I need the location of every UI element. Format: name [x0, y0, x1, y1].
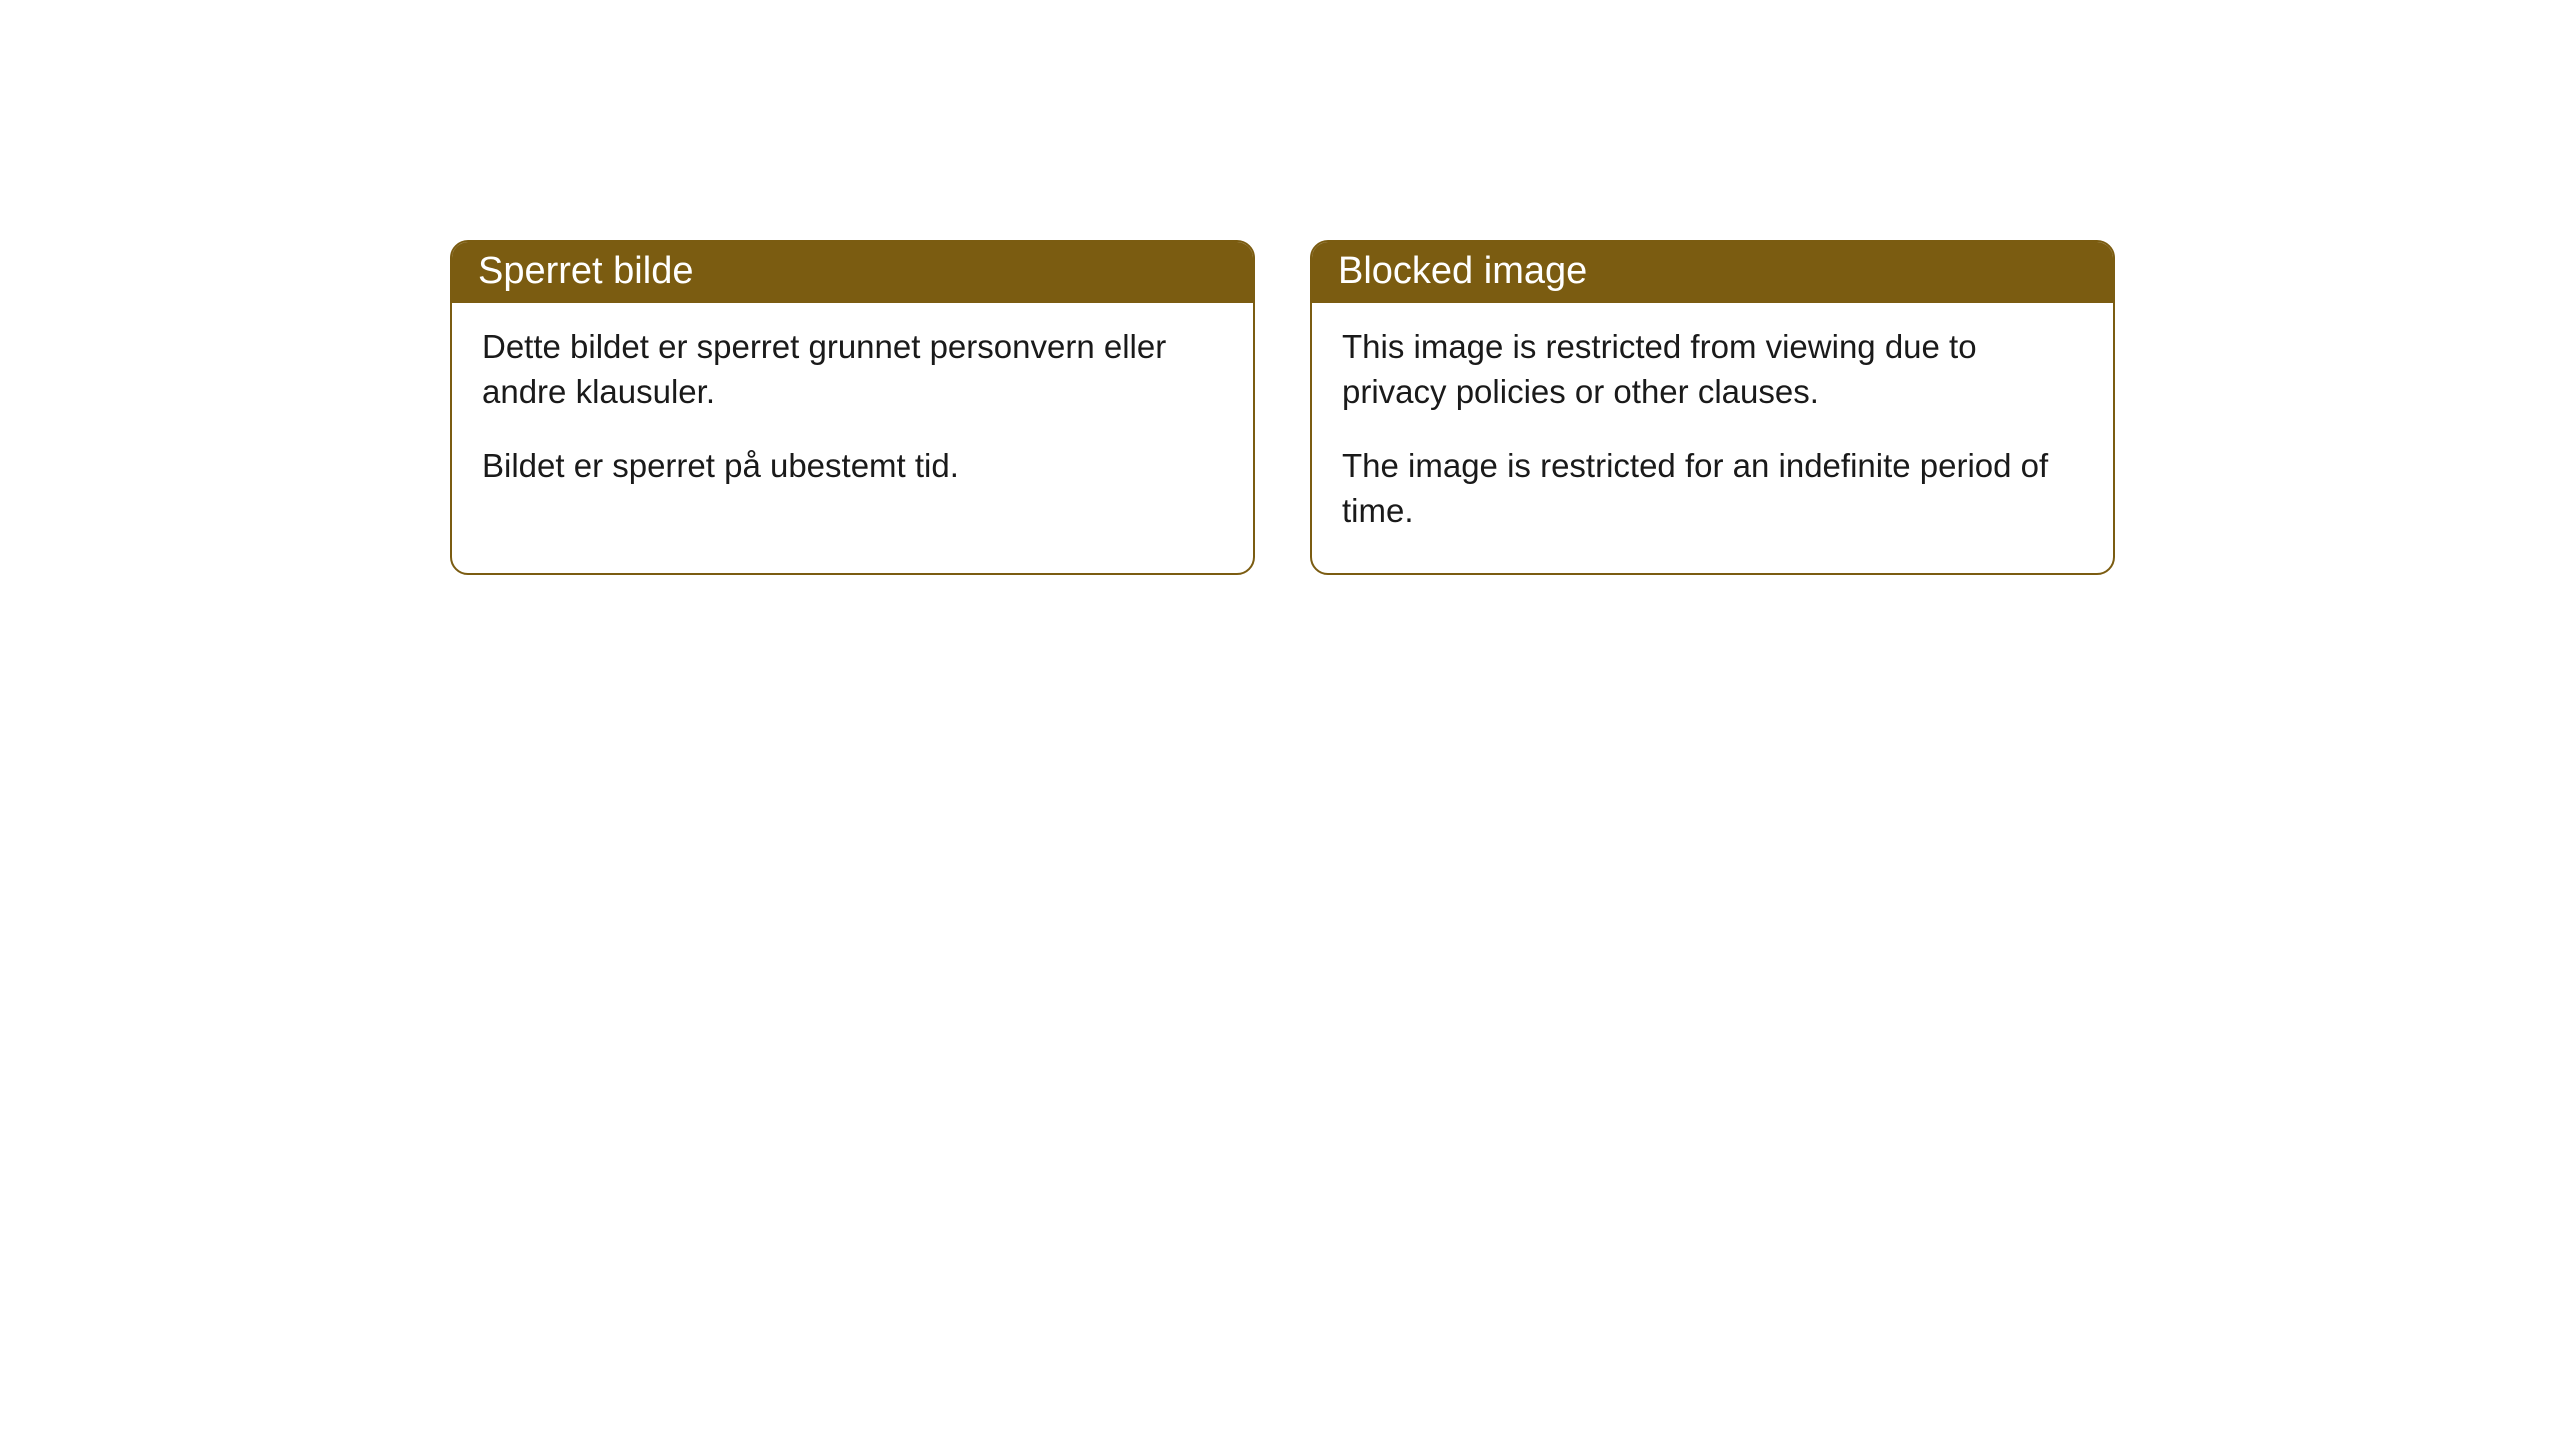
- card-paragraph: Dette bildet er sperret grunnet personve…: [482, 325, 1223, 414]
- blocked-image-card-no: Sperret bilde Dette bildet er sperret gr…: [450, 240, 1255, 575]
- card-header: Sperret bilde: [452, 242, 1253, 303]
- notice-card-container: Sperret bilde Dette bildet er sperret gr…: [450, 240, 2115, 575]
- blocked-image-card-en: Blocked image This image is restricted f…: [1310, 240, 2115, 575]
- card-paragraph: Bildet er sperret på ubestemt tid.: [482, 444, 1223, 489]
- card-body: Dette bildet er sperret grunnet personve…: [452, 303, 1253, 529]
- card-body: This image is restricted from viewing du…: [1312, 303, 2113, 573]
- card-header: Blocked image: [1312, 242, 2113, 303]
- card-paragraph: This image is restricted from viewing du…: [1342, 325, 2083, 414]
- card-paragraph: The image is restricted for an indefinit…: [1342, 444, 2083, 533]
